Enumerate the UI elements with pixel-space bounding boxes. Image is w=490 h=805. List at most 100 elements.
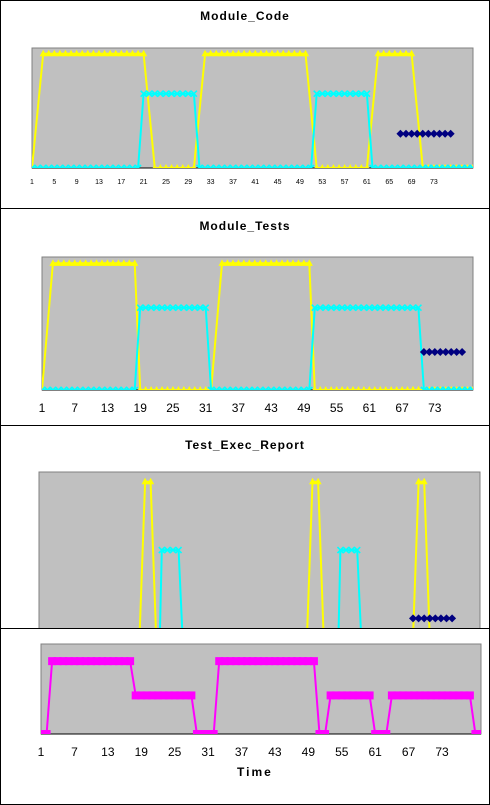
x-tick-label: 73	[435, 745, 449, 759]
data-point	[229, 259, 237, 266]
data-point	[389, 386, 394, 390]
x-tick-label: 57	[341, 179, 349, 186]
data-point	[154, 386, 159, 390]
data-point	[348, 546, 356, 554]
data-point	[396, 164, 404, 168]
x-tick-label: 25	[166, 401, 180, 415]
data-point	[125, 259, 133, 266]
data-point	[84, 49, 92, 57]
series-line-1	[158, 549, 363, 634]
data-point	[360, 304, 368, 312]
data-point	[424, 164, 432, 168]
data-point	[443, 691, 452, 700]
data-point	[463, 164, 471, 168]
x-tick-label: 55	[335, 745, 349, 759]
data-point	[256, 386, 264, 390]
data-point	[430, 164, 438, 168]
chart-panel-time: 1 7 13 19 25 31 37 43 49 55 61 67 73 Time	[0, 628, 490, 805]
data-point	[348, 691, 357, 700]
data-point	[364, 164, 370, 168]
data-point	[235, 49, 243, 57]
data-point	[98, 386, 106, 390]
data-point	[391, 49, 399, 57]
data-point	[407, 129, 416, 138]
data-point	[398, 304, 406, 312]
data-point	[131, 691, 140, 700]
data-point	[394, 386, 399, 390]
data-point	[374, 164, 382, 168]
data-point	[359, 164, 364, 168]
data-point	[138, 386, 143, 390]
data-point	[257, 49, 265, 57]
data-point	[365, 304, 373, 312]
data-point	[71, 259, 79, 266]
x-tick-label: 45	[274, 179, 282, 186]
plot-area	[38, 471, 481, 634]
data-point	[402, 164, 410, 168]
data-point	[76, 386, 84, 390]
data-point	[446, 129, 455, 138]
data-point	[184, 90, 192, 98]
data-point	[393, 304, 401, 312]
data-point	[187, 691, 196, 700]
data-point	[71, 386, 79, 390]
data-point	[321, 730, 330, 734]
data-point	[436, 348, 445, 356]
data-point	[259, 657, 268, 666]
data-point	[92, 386, 101, 390]
chart-title: Module_Code	[200, 9, 290, 23]
data-point	[203, 386, 208, 390]
data-point	[318, 90, 326, 98]
data-point	[289, 259, 297, 266]
data-point	[431, 386, 439, 390]
data-point	[382, 304, 390, 312]
data-point	[54, 259, 62, 266]
data-point	[337, 691, 346, 700]
data-point	[382, 730, 391, 734]
data-point	[262, 49, 270, 57]
data-point	[39, 49, 47, 57]
data-point	[378, 386, 383, 390]
data-point	[223, 259, 231, 266]
data-point	[53, 657, 62, 666]
data-point	[276, 657, 285, 666]
data-point	[82, 259, 90, 266]
data-point	[396, 49, 404, 57]
data-point	[59, 657, 68, 666]
data-point	[436, 614, 445, 623]
x-tick-label: 37	[235, 745, 249, 759]
data-point	[251, 259, 259, 266]
data-point	[159, 386, 165, 390]
x-tick-label: 7	[71, 745, 78, 759]
x-tick-label: 53	[318, 179, 326, 186]
data-point	[432, 691, 441, 700]
data-point	[300, 259, 308, 266]
data-point	[165, 386, 170, 390]
data-point	[60, 386, 68, 390]
data-point	[327, 304, 335, 312]
data-point	[314, 477, 322, 485]
data-point	[103, 259, 111, 266]
data-point	[163, 164, 169, 168]
data-point	[223, 164, 231, 168]
data-point	[156, 90, 164, 98]
data-point	[163, 304, 172, 312]
x-tick-label: 31	[201, 745, 215, 759]
data-point	[405, 386, 410, 390]
data-point	[181, 691, 190, 700]
data-point	[315, 730, 324, 734]
x-tick-label: 49	[296, 179, 304, 186]
data-point	[50, 164, 58, 168]
data-point	[324, 90, 332, 98]
data-point	[120, 386, 128, 390]
data-point	[458, 164, 466, 168]
data-point	[425, 348, 434, 356]
data-point	[339, 386, 345, 390]
data-point	[273, 259, 281, 266]
data-point	[318, 386, 323, 390]
data-point	[436, 386, 444, 390]
data-point	[329, 90, 338, 98]
data-point	[56, 49, 64, 57]
data-point	[408, 49, 416, 57]
data-point	[372, 386, 377, 390]
